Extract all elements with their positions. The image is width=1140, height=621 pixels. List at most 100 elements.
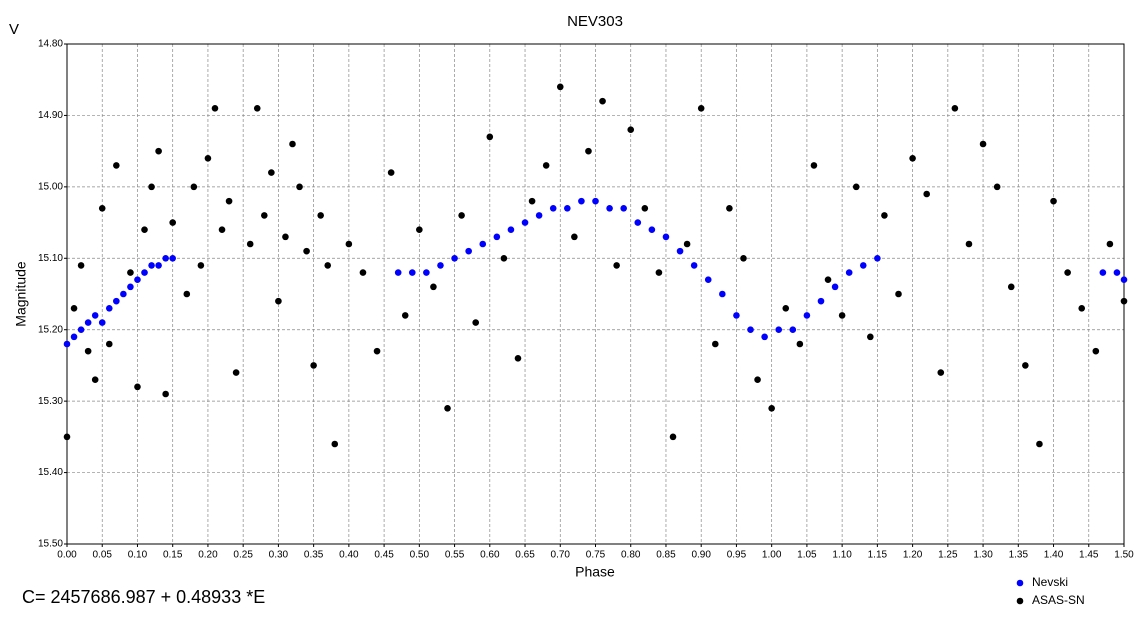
point bbox=[401, 312, 409, 319]
point bbox=[606, 204, 613, 212]
point bbox=[169, 219, 176, 226]
point bbox=[211, 104, 219, 112]
point bbox=[796, 340, 804, 348]
point bbox=[528, 197, 536, 205]
y-tick-label: 15.50 bbox=[38, 539, 63, 550]
point bbox=[113, 162, 120, 169]
point bbox=[70, 304, 78, 312]
point bbox=[1007, 283, 1015, 291]
legend-label: ASAS-SN bbox=[1032, 593, 1085, 607]
point bbox=[810, 162, 818, 169]
point bbox=[394, 269, 402, 276]
point bbox=[148, 183, 155, 191]
point bbox=[852, 183, 860, 191]
x-tick-label: 0.75 bbox=[586, 550, 606, 561]
point bbox=[253, 104, 261, 112]
point bbox=[225, 197, 233, 205]
y-tick-label: 15.40 bbox=[38, 467, 63, 478]
point bbox=[310, 362, 317, 369]
y-tick-label: 14.90 bbox=[38, 110, 63, 121]
x-tick-label: 0.40 bbox=[339, 550, 359, 561]
point bbox=[1099, 269, 1107, 276]
x-tick-label: 0.35 bbox=[304, 550, 324, 561]
point bbox=[831, 283, 839, 291]
point bbox=[113, 297, 120, 305]
point bbox=[514, 354, 522, 362]
point bbox=[359, 269, 367, 276]
point bbox=[70, 333, 78, 341]
point bbox=[98, 319, 106, 326]
point bbox=[479, 240, 487, 248]
point bbox=[655, 269, 663, 276]
point bbox=[874, 254, 881, 262]
point bbox=[719, 290, 726, 298]
point bbox=[324, 262, 332, 269]
y-tick-label: 15.20 bbox=[38, 324, 63, 335]
x-tick-label: 0.90 bbox=[691, 550, 711, 561]
x-axis-label: Phase bbox=[575, 564, 615, 580]
point bbox=[120, 290, 127, 298]
point bbox=[134, 383, 141, 391]
point bbox=[1120, 276, 1128, 284]
point bbox=[768, 404, 775, 412]
point bbox=[859, 262, 867, 269]
point bbox=[824, 276, 832, 284]
point bbox=[803, 312, 811, 319]
point bbox=[507, 226, 515, 234]
point bbox=[838, 312, 846, 319]
y-unit-label: V bbox=[9, 21, 19, 38]
point bbox=[726, 204, 733, 212]
point bbox=[740, 254, 747, 262]
point bbox=[317, 212, 324, 219]
x-tick-label: 0.15 bbox=[163, 550, 183, 561]
x-tick-label: 0.45 bbox=[374, 550, 394, 561]
point bbox=[634, 219, 642, 226]
point bbox=[289, 140, 296, 148]
y-tick-label: 15.10 bbox=[38, 253, 63, 264]
legend-marker bbox=[1016, 579, 1024, 587]
point bbox=[282, 233, 289, 241]
point bbox=[711, 340, 719, 348]
x-tick-label: 0.60 bbox=[480, 550, 500, 561]
x-tick-label: 1.25 bbox=[938, 550, 958, 561]
point bbox=[1064, 269, 1071, 276]
x-tick-label: 1.00 bbox=[762, 550, 782, 561]
point bbox=[77, 262, 85, 269]
point bbox=[134, 276, 141, 284]
point bbox=[204, 154, 212, 162]
x-tick-label: 1.05 bbox=[797, 550, 817, 561]
point bbox=[754, 376, 761, 384]
point bbox=[733, 312, 740, 319]
point bbox=[662, 233, 670, 241]
point bbox=[218, 226, 226, 234]
y-tick-label: 15.00 bbox=[38, 181, 63, 192]
x-tick-label: 1.15 bbox=[868, 550, 888, 561]
point bbox=[620, 204, 627, 212]
point bbox=[91, 312, 99, 319]
point bbox=[197, 262, 205, 269]
point bbox=[965, 240, 973, 248]
point bbox=[641, 204, 649, 212]
point bbox=[155, 262, 162, 269]
point bbox=[63, 340, 71, 348]
x-tick-label: 1.40 bbox=[1044, 550, 1064, 561]
point bbox=[1120, 297, 1128, 305]
point bbox=[599, 97, 606, 105]
point bbox=[493, 233, 501, 241]
point bbox=[1113, 269, 1121, 276]
point bbox=[923, 190, 930, 198]
x-tick-label: 0.70 bbox=[551, 550, 571, 561]
x-tick-label: 1.35 bbox=[1009, 550, 1029, 561]
x-tick-label: 0.30 bbox=[269, 550, 289, 561]
legend-label: Nevski bbox=[1032, 575, 1068, 589]
point bbox=[564, 204, 571, 212]
plot-frame bbox=[66, 43, 1125, 545]
annotation: C= 2457686.987 + 0.48933 *E bbox=[22, 587, 265, 607]
point bbox=[408, 269, 416, 276]
point bbox=[627, 126, 635, 134]
x-tick-label: 0.25 bbox=[233, 550, 253, 561]
point bbox=[451, 254, 458, 262]
point bbox=[84, 347, 92, 355]
point bbox=[162, 254, 169, 262]
point bbox=[867, 333, 874, 341]
